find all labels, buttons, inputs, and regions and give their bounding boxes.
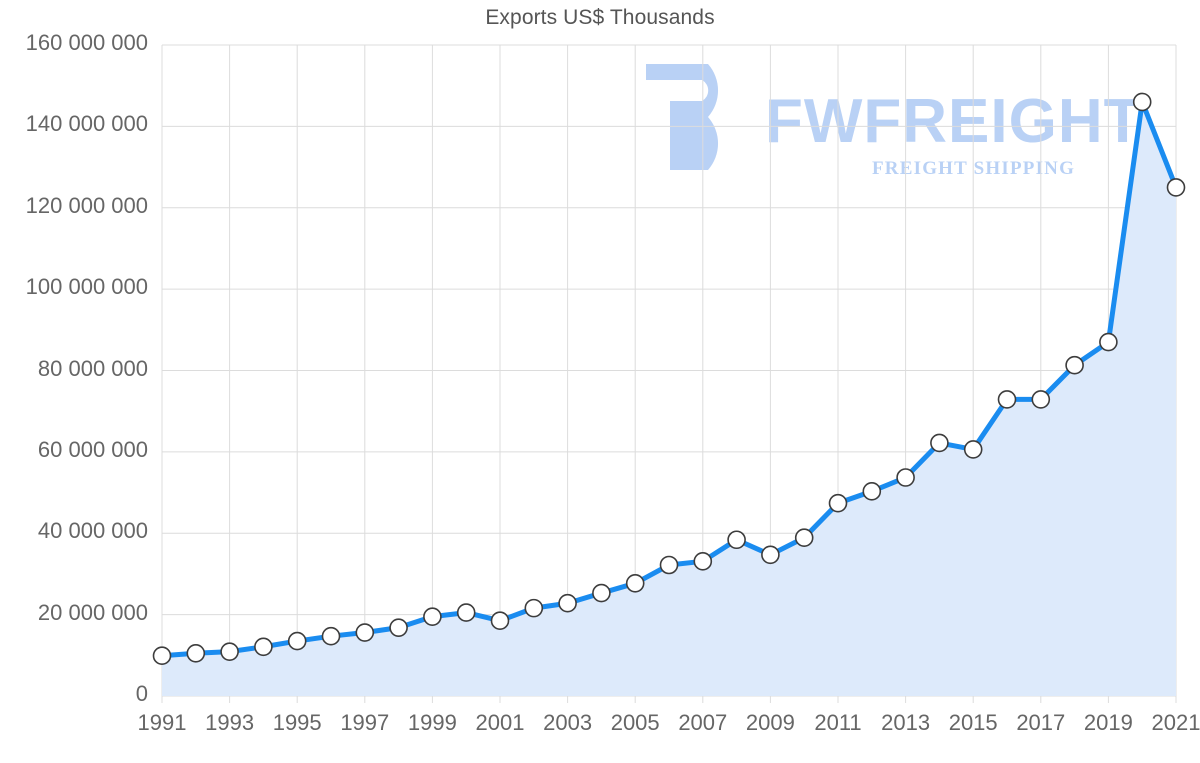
x-axis-tick-label: 1993 <box>205 710 255 735</box>
x-axis-tick-label: 2007 <box>678 710 728 735</box>
x-axis-tick-label: 2001 <box>475 710 525 735</box>
x-axis-tick-label: 2011 <box>814 710 862 735</box>
data-point-markers <box>152 92 1186 666</box>
x-axis-tick-label: 2003 <box>543 710 593 735</box>
x-axis-tick-label: 1995 <box>272 710 322 735</box>
x-axis-tick-label: 1999 <box>407 710 457 735</box>
x-axis-tick-label: 2015 <box>948 710 998 735</box>
x-axis-tick-label: 2009 <box>745 710 795 735</box>
y-axis-tick-label: 80 000 000 <box>37 355 148 381</box>
x-axis-tick-label: 2013 <box>881 710 931 735</box>
x-axis-tick-label: 2017 <box>1016 710 1066 735</box>
y-axis-tick-label: 20 000 000 <box>37 599 148 625</box>
y-axis-tick-label: 100 000 000 <box>25 274 148 300</box>
x-axis-tick-label: 1991 <box>137 710 187 735</box>
x-axis-tick-label: 2005 <box>610 710 660 735</box>
y-axis-tick-label: 120 000 000 <box>25 192 148 218</box>
y-axis-tick-label: 140 000 000 <box>25 111 148 137</box>
area-fill <box>162 101 1176 696</box>
x-axis-tick-label: 2021 <box>1151 710 1200 735</box>
chart-title: Exports US$ Thousands <box>485 6 715 29</box>
y-axis-tick-label: 40 000 000 <box>37 518 148 544</box>
y-axis-tick-label: 160 000 000 <box>25 30 148 55</box>
y-axis-tick-label: 0 <box>135 681 148 706</box>
y-axis-tick-label: 60 000 000 <box>37 436 148 462</box>
x-axis-tick-label: 2019 <box>1083 710 1133 735</box>
x-axis-tick-label: 1997 <box>340 710 390 735</box>
